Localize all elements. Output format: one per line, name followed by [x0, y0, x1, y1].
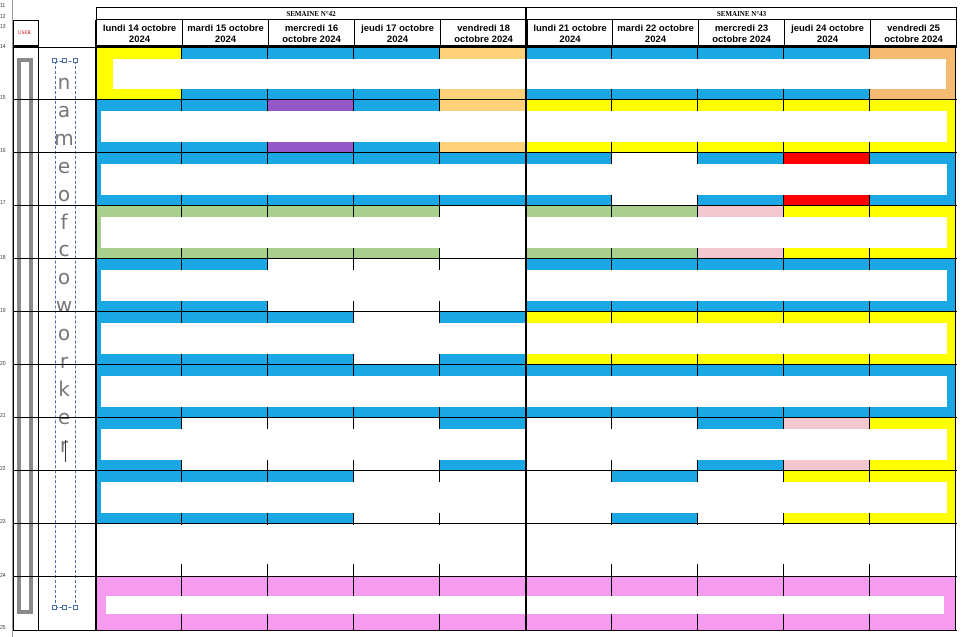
name-column [39, 20, 96, 630]
textbox-handle-bottom-right[interactable] [73, 605, 78, 610]
week-header-42: SEMAINE N°42 [96, 7, 526, 20]
row-number-gutter [0, 0, 13, 637]
row-number: 25 [0, 625, 6, 631]
row-number: 21 [0, 413, 6, 419]
redacted-text-band [101, 429, 947, 460]
row-number: 16 [0, 148, 6, 154]
day-header: mardi 22 octobre 2024 [612, 20, 698, 47]
text-cursor [65, 440, 66, 462]
row-separator [13, 364, 957, 365]
day-header-label: vendredi 18 octobre 2024 [454, 23, 513, 45]
redacted-text-band [113, 59, 946, 89]
day-header: mercredi 23 octobre 2024 [698, 20, 784, 47]
row-number: 15 [0, 95, 6, 101]
row-number: 11 [0, 3, 6, 9]
user-column [13, 47, 39, 630]
row-separator [13, 152, 957, 153]
week-separator [525, 7, 527, 630]
day-header: vendredi 18 octobre 2024 [440, 20, 526, 47]
textbox-handle-bottom[interactable] [62, 605, 67, 610]
day-header-label: vendredi 25 octobre 2024 [884, 23, 943, 45]
vertical-letter: c [58, 237, 70, 262]
day-header: vendredi 25 octobre 2024 [870, 20, 957, 47]
row-number: 17 [0, 200, 6, 206]
day-header: jeudi 24 octobre 2024 [784, 20, 870, 47]
day-header-label: mardi 15 octobre 2024 [187, 23, 264, 45]
vertical-letter: e [57, 404, 71, 429]
redacted-text-band [101, 164, 947, 195]
row-number: 24 [0, 573, 6, 579]
week-header-43: SEMAINE N°43 [526, 7, 957, 20]
vertical-letter: o [57, 321, 71, 346]
row-number: 22 [0, 466, 6, 472]
row-separator [13, 99, 957, 100]
redacted-text-band [101, 111, 947, 142]
vertical-letter: m [54, 125, 74, 150]
day-header-label: mardi 22 octobre 2024 [617, 23, 694, 45]
vertical-letter: o [57, 181, 71, 206]
vertical-letter: e [57, 153, 71, 178]
row-number: 13 [0, 24, 6, 30]
row-separator [13, 205, 957, 206]
row-separator [13, 576, 957, 577]
day-header-label: lundi 21 octobre 2024 [533, 23, 607, 45]
week-42-label: SEMAINE N°42 [286, 10, 336, 18]
row-number: 23 [0, 519, 6, 525]
row-number: 12 [0, 14, 6, 20]
redacted-text-band [101, 270, 947, 301]
row-separator [13, 417, 957, 418]
row-separator [13, 258, 957, 259]
week-43-label: SEMAINE N°43 [716, 10, 767, 18]
user-scroll-bracket[interactable] [17, 58, 33, 614]
textbox-handle-top[interactable] [62, 58, 67, 63]
row-number: 18 [0, 255, 6, 261]
day-header-label: mercredi 23 octobre 2024 [712, 23, 771, 45]
row-number: 14 [0, 44, 6, 50]
day-header: lundi 14 octobre 2024 [96, 20, 182, 47]
redacted-text-band [101, 376, 947, 407]
grid-bottom-border [13, 630, 957, 631]
redacted-text-band [101, 525, 947, 564]
day-header: jeudi 17 octobre 2024 [354, 20, 440, 47]
day-header-label: jeudi 24 octobre 2024 [791, 23, 864, 45]
vertical-letter: k [58, 376, 70, 401]
day-header: mardi 15 octobre 2024 [182, 20, 268, 47]
row-number: 19 [0, 308, 6, 314]
day-header-label: lundi 14 octobre 2024 [102, 23, 177, 45]
row-separator [13, 311, 957, 312]
grid-left-border [96, 7, 97, 630]
redacted-text-band [101, 217, 947, 248]
vertical-letter: f [60, 209, 68, 234]
row-number: 20 [0, 361, 6, 367]
vertical-letter: o [57, 265, 71, 290]
textbox-handle-top-right[interactable] [73, 58, 78, 63]
row-separator [13, 523, 957, 524]
day-header: mercredi 16 octobre 2024 [268, 20, 354, 47]
vertical-letter: a [57, 97, 71, 122]
vertical-letter: w [55, 293, 73, 318]
vertical-letter: n [57, 70, 71, 94]
user-label: USER [18, 31, 31, 36]
vertical-letter: r [59, 349, 69, 373]
day-header: lundi 21 octobre 2024 [526, 20, 612, 47]
redacted-text-band [101, 482, 947, 513]
row-separator [13, 470, 957, 471]
user-scroll-bracket-right [29, 58, 33, 614]
row-separator [13, 47, 957, 48]
day-header-label: jeudi 17 octobre 2024 [361, 23, 434, 45]
vertical-letter: r [59, 432, 69, 457]
user-header-cell: USER [13, 20, 39, 47]
textbox-handle-bottom-left[interactable] [52, 605, 57, 610]
textbox-handle-top-left[interactable] [52, 58, 57, 63]
day-header-label: mercredi 16 octobre 2024 [282, 23, 341, 45]
redacted-text-band [101, 323, 947, 354]
